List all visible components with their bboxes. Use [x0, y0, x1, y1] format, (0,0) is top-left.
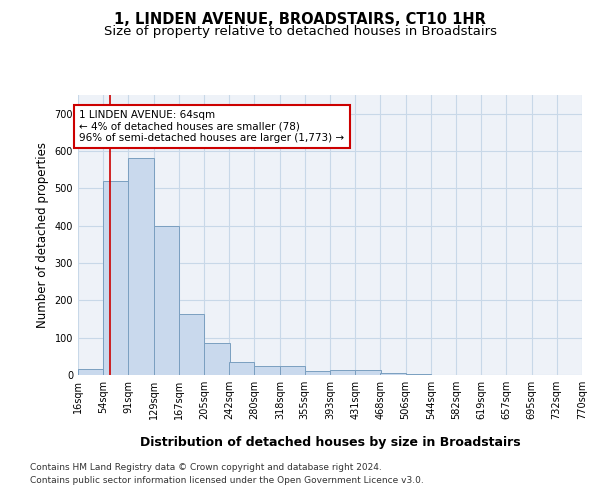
Bar [380, 373, 406, 375]
Bar [229, 362, 254, 375]
Bar [406, 374, 431, 375]
Text: Distribution of detached houses by size in Broadstairs: Distribution of detached houses by size … [140, 436, 520, 449]
Bar [205, 344, 230, 375]
Y-axis label: Number of detached properties: Number of detached properties [36, 142, 49, 328]
Bar [128, 158, 154, 375]
Text: 1, LINDEN AVENUE, BROADSTAIRS, CT10 1HR: 1, LINDEN AVENUE, BROADSTAIRS, CT10 1HR [114, 12, 486, 28]
Bar [355, 370, 381, 375]
Text: 1 LINDEN AVENUE: 64sqm
← 4% of detached houses are smaller (78)
96% of semi-deta: 1 LINDEN AVENUE: 64sqm ← 4% of detached … [79, 110, 344, 143]
Bar [103, 181, 129, 375]
Text: Contains HM Land Registry data © Crown copyright and database right 2024.: Contains HM Land Registry data © Crown c… [30, 464, 382, 472]
Bar [154, 226, 179, 375]
Text: Size of property relative to detached houses in Broadstairs: Size of property relative to detached ho… [104, 25, 497, 38]
Bar [330, 370, 355, 375]
Bar [254, 366, 280, 375]
Bar [179, 314, 205, 375]
Bar [280, 366, 305, 375]
Bar [78, 370, 103, 375]
Text: Contains public sector information licensed under the Open Government Licence v3: Contains public sector information licen… [30, 476, 424, 485]
Bar [305, 372, 330, 375]
